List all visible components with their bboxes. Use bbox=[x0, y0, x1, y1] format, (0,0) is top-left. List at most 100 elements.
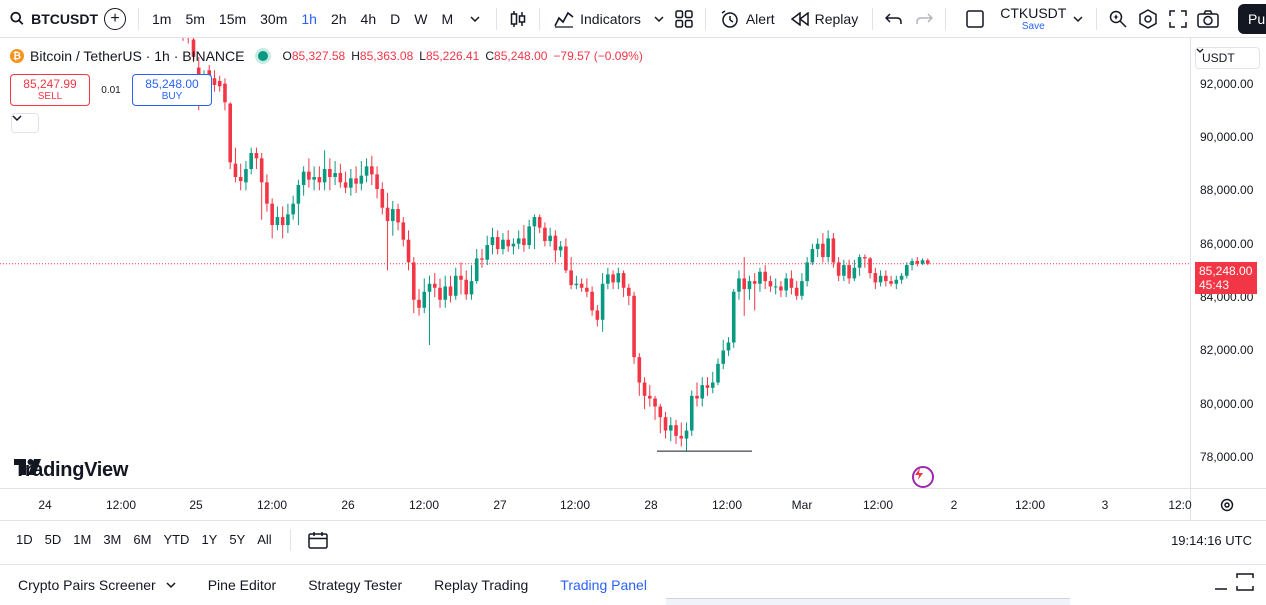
candle[interactable] bbox=[375, 166, 379, 199]
candle[interactable] bbox=[863, 254, 867, 268]
candle[interactable] bbox=[265, 174, 269, 212]
candle[interactable] bbox=[495, 230, 500, 255]
publish-button[interactable]: Pu bbox=[1238, 4, 1266, 34]
candle[interactable] bbox=[385, 193, 390, 271]
range-ytd[interactable]: YTD bbox=[163, 532, 190, 547]
candle[interactable] bbox=[768, 275, 773, 292]
layout-toggle-button[interactable] bbox=[960, 4, 990, 34]
candle[interactable] bbox=[296, 179, 301, 226]
candle[interactable] bbox=[238, 163, 243, 191]
currency-selector[interactable]: USDT bbox=[1195, 47, 1260, 69]
quick-search-button[interactable] bbox=[1103, 4, 1133, 34]
candle[interactable] bbox=[763, 265, 767, 290]
candle[interactable] bbox=[842, 259, 846, 282]
candle[interactable] bbox=[590, 286, 594, 316]
candle[interactable] bbox=[695, 382, 699, 407]
candle[interactable] bbox=[359, 160, 364, 191]
redo-button[interactable] bbox=[909, 4, 939, 34]
candle[interactable] bbox=[354, 166, 358, 194]
candle[interactable] bbox=[742, 257, 747, 316]
candle[interactable] bbox=[364, 158, 369, 183]
tab-trading-panel[interactable]: Trading Panel bbox=[560, 577, 647, 593]
candle[interactable] bbox=[349, 169, 353, 196]
candle[interactable] bbox=[464, 270, 469, 300]
layout-name[interactable]: CTKUSDT Save bbox=[1000, 6, 1066, 32]
candle[interactable] bbox=[343, 171, 348, 194]
candle[interactable] bbox=[333, 160, 337, 186]
candle[interactable] bbox=[800, 273, 804, 300]
go-to-date-button[interactable] bbox=[303, 525, 333, 555]
candle[interactable] bbox=[522, 225, 526, 252]
indicators-dropdown-button[interactable] bbox=[649, 4, 669, 34]
candle[interactable] bbox=[684, 422, 689, 452]
fullscreen-button[interactable] bbox=[1163, 4, 1193, 34]
candle[interactable] bbox=[805, 257, 809, 287]
candle[interactable] bbox=[506, 230, 510, 252]
candle[interactable] bbox=[280, 206, 285, 239]
candle[interactable] bbox=[422, 278, 427, 314]
candle[interactable] bbox=[286, 203, 290, 234]
candle[interactable] bbox=[758, 267, 762, 292]
candle[interactable] bbox=[453, 267, 458, 300]
collapse-legend-button[interactable] bbox=[11, 113, 39, 133]
candle[interactable] bbox=[752, 273, 757, 311]
candle[interactable] bbox=[857, 254, 862, 276]
candle[interactable] bbox=[459, 262, 463, 295]
candle[interactable] bbox=[889, 275, 893, 287]
candle[interactable] bbox=[537, 214, 542, 234]
tab-crypto-pairs-screener[interactable]: Crypto Pairs Screener bbox=[18, 577, 176, 593]
candle[interactable] bbox=[737, 270, 741, 300]
interval-5m[interactable]: 5m bbox=[185, 10, 205, 27]
candle[interactable] bbox=[191, 38, 196, 63]
candle[interactable] bbox=[186, 38, 190, 44]
candle[interactable] bbox=[212, 70, 217, 92]
candle[interactable] bbox=[291, 195, 295, 220]
candle[interactable] bbox=[616, 267, 621, 290]
interval-d[interactable]: D bbox=[390, 10, 401, 27]
candle[interactable] bbox=[747, 275, 752, 300]
candle[interactable] bbox=[411, 257, 416, 314]
candle[interactable] bbox=[668, 417, 673, 442]
market-status-dot[interactable] bbox=[258, 51, 269, 61]
candle[interactable] bbox=[826, 230, 830, 263]
candle[interactable] bbox=[847, 259, 851, 284]
candle[interactable] bbox=[679, 422, 684, 447]
candle[interactable] bbox=[794, 281, 799, 300]
candle[interactable] bbox=[611, 270, 615, 290]
candle[interactable] bbox=[600, 273, 605, 332]
candle[interactable] bbox=[836, 257, 841, 282]
candle[interactable] bbox=[627, 283, 631, 306]
candle[interactable] bbox=[721, 339, 726, 370]
candle[interactable] bbox=[511, 238, 516, 255]
candle[interactable] bbox=[905, 262, 909, 279]
candle[interactable] bbox=[338, 163, 343, 188]
settings-button[interactable] bbox=[1133, 4, 1163, 34]
candle[interactable] bbox=[469, 265, 474, 300]
candle[interactable] bbox=[773, 278, 778, 295]
candle[interactable] bbox=[716, 358, 720, 386]
candle[interactable] bbox=[275, 206, 280, 231]
candle[interactable] bbox=[705, 377, 710, 396]
interval-15m[interactable]: 15m bbox=[218, 10, 247, 27]
tradingview-logo[interactable]: TradingView bbox=[14, 459, 128, 482]
candle[interactable] bbox=[548, 227, 552, 247]
candle[interactable] bbox=[689, 390, 694, 436]
events-lightning-icon[interactable] bbox=[912, 466, 934, 488]
candle[interactable] bbox=[925, 258, 930, 266]
candle[interactable] bbox=[606, 267, 610, 290]
tab-replay-trading[interactable]: Replay Trading bbox=[434, 577, 528, 593]
sell-button[interactable]: 85,247.99 SELL bbox=[10, 74, 90, 106]
alert-button[interactable]: Alert bbox=[712, 9, 783, 29]
candle[interactable] bbox=[259, 152, 264, 220]
utc-clock[interactable]: 19:14:16 UTC bbox=[1171, 533, 1252, 548]
candle[interactable] bbox=[328, 158, 332, 191]
candle[interactable] bbox=[417, 289, 421, 316]
candle[interactable] bbox=[915, 257, 920, 267]
range-1m[interactable]: 1M bbox=[73, 532, 92, 547]
candle[interactable] bbox=[632, 291, 636, 364]
candle[interactable] bbox=[884, 270, 888, 287]
candle[interactable] bbox=[821, 233, 825, 263]
candle[interactable] bbox=[244, 160, 248, 191]
candle[interactable] bbox=[270, 198, 274, 239]
candle[interactable] bbox=[317, 166, 322, 191]
